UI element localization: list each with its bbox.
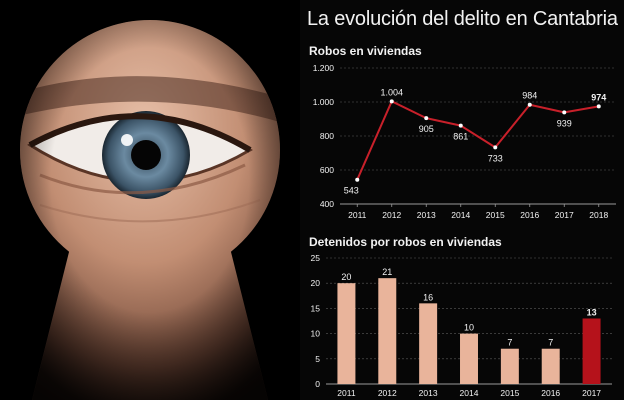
bar-x-tick-label: 2011 <box>337 388 356 398</box>
line-data-label: 1.004 <box>380 87 403 97</box>
line-data-label: 543 <box>344 186 359 196</box>
line-x-tick-label: 2017 <box>555 210 574 220</box>
line-y-tick-label: 600 <box>320 165 334 175</box>
line-x-tick-label: 2018 <box>589 210 608 220</box>
page-title: La evolución del delito en Cantabria <box>307 8 618 30</box>
line-data-label: 861 <box>453 132 468 142</box>
line-data-label: 939 <box>557 118 572 128</box>
bar-y-tick-label: 10 <box>311 329 321 339</box>
bar-x-tick-label: 2013 <box>419 388 438 398</box>
line-x-tick-label: 2015 <box>486 210 505 220</box>
line-chart: 400 600 800 1.000 1.200 2011 2012 2013 2014 2015 2… <box>313 63 616 220</box>
line-y-tick-label: 400 <box>320 199 334 209</box>
bar-x-tick-label: 2016 <box>541 388 560 398</box>
bar-chart-title: Detenidos por robos en viviendas <box>309 235 502 249</box>
bar-y-tick-label: 0 <box>315 379 320 389</box>
bar <box>460 333 478 384</box>
bar-chart: 0 5 10 15 20 25 20 2011 21 2012 16 2013 10 2014 7 2015 7… <box>311 253 612 398</box>
bar-y-tick-label: 25 <box>311 253 321 263</box>
line-series <box>356 100 599 181</box>
bar <box>419 303 438 384</box>
bar-x-tick-label: 2017 <box>582 388 601 398</box>
line-data-point <box>596 104 601 109</box>
line-data-label: 905 <box>419 124 434 134</box>
line-x-tick-label: 2016 <box>520 210 539 220</box>
bar-y-tick-label: 5 <box>315 354 320 364</box>
bar-x-tick-label: 2014 <box>460 388 479 398</box>
line-data-point <box>493 145 498 150</box>
line-data-point <box>527 102 532 107</box>
line-data-label: 733 <box>488 153 503 163</box>
bar <box>337 283 356 384</box>
line-data-label: 974 <box>591 92 606 102</box>
bar <box>582 318 601 384</box>
line-y-tick-label: 1.200 <box>313 63 335 73</box>
line-y-tick-label: 1.000 <box>313 97 335 107</box>
line-x-tick-label: 2013 <box>417 210 436 220</box>
line-chart-title: Robos en viviendas <box>309 44 422 58</box>
bar-y-tick-label: 20 <box>311 278 321 288</box>
bar-data-label: 7 <box>548 338 553 348</box>
line-data-point <box>355 177 360 182</box>
bar-x-tick-label: 2015 <box>500 388 519 398</box>
line-data-point <box>389 99 394 104</box>
bar-x-tick-label: 2012 <box>378 388 397 398</box>
line-data-label: 984 <box>522 91 537 101</box>
line-data-point <box>458 123 463 128</box>
bar <box>378 278 397 384</box>
line-x-tick-label: 2014 <box>451 210 470 220</box>
bar-data-label: 20 <box>341 272 351 282</box>
bar-data-label: 21 <box>382 267 392 277</box>
keyhole-eye-photo <box>0 0 300 400</box>
bar <box>500 348 519 384</box>
line-x-tick-label: 2011 <box>348 210 367 220</box>
bar-y-tick-label: 15 <box>311 303 321 313</box>
bar-data-label: 10 <box>464 323 474 333</box>
line-x-tick-label: 2012 <box>382 210 401 220</box>
line-data-point <box>562 110 567 115</box>
line-data-point <box>424 116 429 121</box>
bar-data-label: 16 <box>423 292 433 302</box>
line-y-tick-label: 800 <box>320 131 334 141</box>
bar-data-label: 7 <box>507 338 512 348</box>
bar-data-label: 13 <box>587 307 597 317</box>
bar <box>541 348 560 384</box>
